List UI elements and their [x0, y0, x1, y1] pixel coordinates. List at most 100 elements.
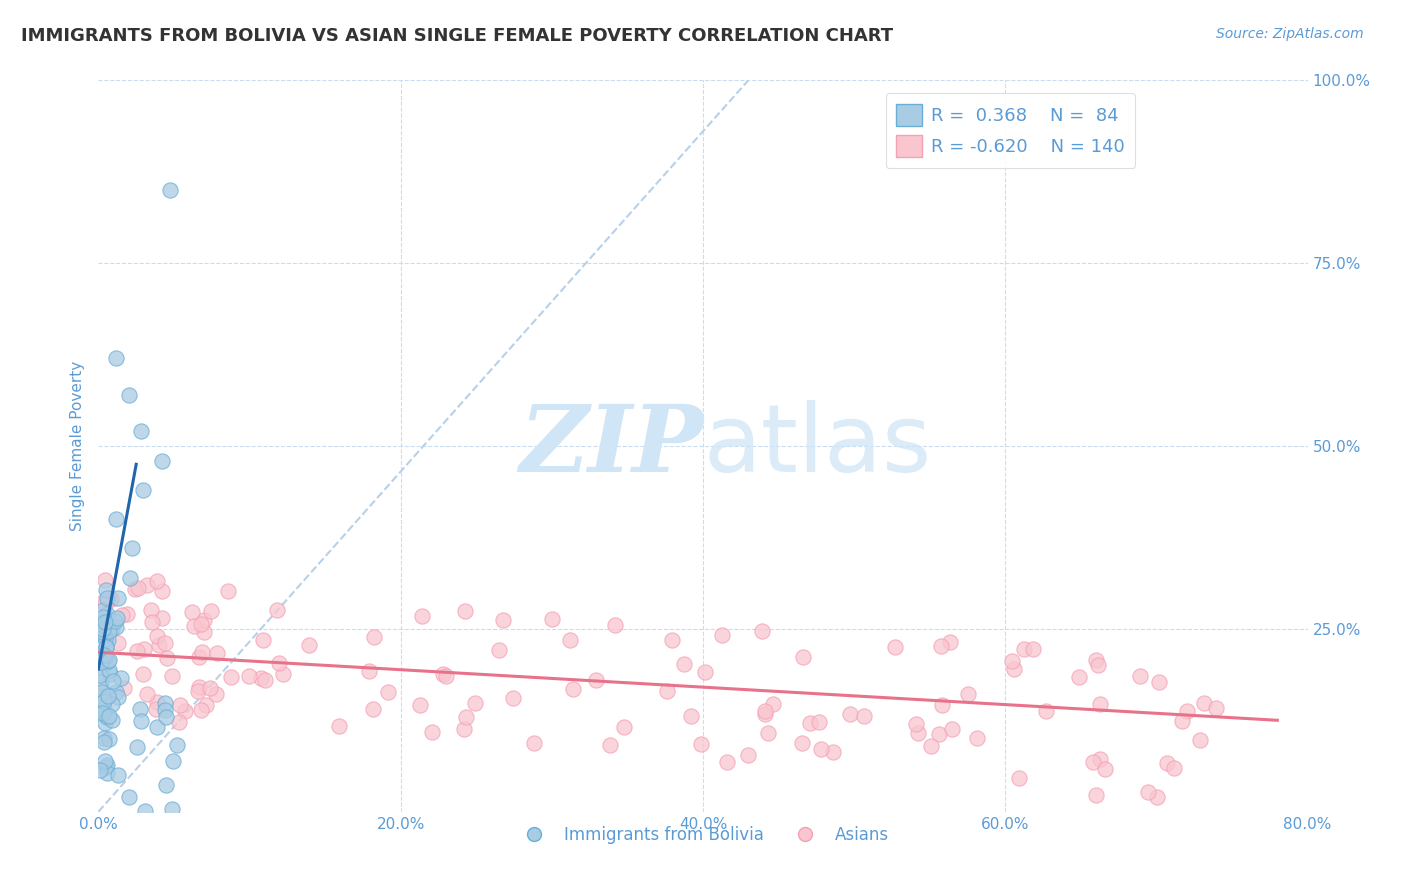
Point [681, 709, 703, 723]
Point [129, 714, 152, 728]
Point [183, 618, 205, 632]
Point [124, 582, 146, 597]
Point [93, 735, 115, 749]
Point [98, 591, 121, 606]
Point [121, 541, 143, 556]
Point [921, 739, 943, 753]
Point [101, 622, 124, 636]
Point [91, 706, 114, 721]
Point [90, 675, 112, 690]
Point [90, 699, 112, 714]
Point [754, 707, 776, 722]
Point [146, 629, 169, 643]
Point [434, 669, 457, 683]
Point [188, 650, 211, 665]
Point [1088, 698, 1111, 712]
Point [792, 650, 814, 665]
Point [107, 690, 129, 704]
Point [131, 483, 153, 497]
Point [139, 602, 162, 616]
Point [807, 715, 830, 730]
Point [190, 617, 212, 632]
Point [1129, 669, 1152, 683]
Point [1067, 670, 1090, 684]
Point [120, 571, 142, 585]
Point [409, 698, 432, 713]
Point [153, 636, 176, 650]
Point [200, 604, 222, 618]
Point [193, 613, 215, 627]
Point [523, 736, 546, 750]
Point [96, 689, 118, 703]
Point [1163, 761, 1185, 775]
Point [96, 758, 118, 772]
Point [328, 719, 350, 733]
Point [250, 671, 273, 685]
Point [128, 701, 150, 715]
Point [160, 802, 183, 816]
Point [150, 453, 173, 467]
Point [96, 591, 118, 605]
Point [1147, 675, 1170, 690]
Point [104, 615, 127, 629]
Text: atlas: atlas [703, 400, 931, 492]
Point [695, 665, 717, 679]
Point [762, 698, 785, 712]
Point [254, 673, 277, 687]
Point [105, 684, 128, 698]
Text: ZIP: ZIP [519, 401, 703, 491]
Point [205, 646, 228, 660]
Point [160, 669, 183, 683]
Point [107, 636, 129, 650]
Point [132, 641, 155, 656]
Point [1170, 714, 1192, 729]
Point [754, 704, 776, 718]
Point [93, 573, 115, 587]
Point [148, 638, 170, 652]
Point [91, 685, 114, 699]
Point [91, 622, 114, 636]
Point [91, 647, 114, 661]
Y-axis label: Single Female Poverty: Single Female Poverty [70, 361, 86, 531]
Point [145, 702, 167, 716]
Point [112, 681, 135, 695]
Point [132, 666, 155, 681]
Point [716, 756, 738, 770]
Point [93, 731, 115, 746]
Point [420, 725, 443, 739]
Point [492, 613, 515, 627]
Point [159, 183, 181, 197]
Point [107, 591, 129, 605]
Point [141, 615, 163, 630]
Point [94, 615, 117, 630]
Point [1146, 790, 1168, 805]
Point [454, 604, 477, 618]
Point [238, 668, 260, 682]
Point [1084, 789, 1107, 803]
Point [93, 690, 115, 705]
Point [93, 702, 115, 716]
Point [89, 646, 111, 660]
Point [94, 582, 117, 597]
Point [104, 351, 127, 366]
Point [195, 698, 218, 713]
Point [1205, 700, 1227, 714]
Point [127, 739, 149, 754]
Point [690, 737, 713, 751]
Point [91, 595, 114, 609]
Point [98, 621, 121, 635]
Point [135, 687, 157, 701]
Point [1094, 762, 1116, 776]
Point [1136, 785, 1159, 799]
Point [941, 723, 963, 737]
Point [966, 731, 988, 745]
Point [673, 657, 696, 671]
Point [98, 709, 121, 723]
Point [118, 388, 141, 402]
Point [1022, 641, 1045, 656]
Point [153, 703, 176, 717]
Point [710, 628, 733, 642]
Point [432, 667, 454, 681]
Point [267, 656, 290, 670]
Point [93, 625, 115, 640]
